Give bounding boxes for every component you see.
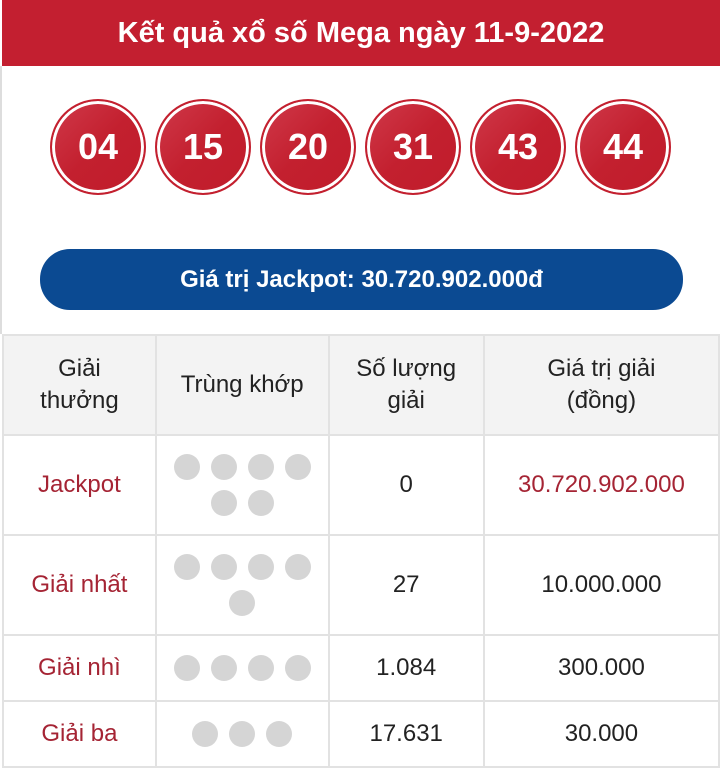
- number-ball: 31: [365, 99, 461, 195]
- table-row: Giải nhất 27 10.000.000: [2, 534, 720, 636]
- match-dot-icon: [247, 490, 274, 516]
- prize-value: 300.000: [482, 634, 720, 702]
- prize-name: Giải nhất: [2, 534, 157, 636]
- match-dot-icon: [247, 454, 274, 480]
- number-ball: 44: [575, 99, 671, 195]
- prize-name: Jackpot: [2, 434, 157, 536]
- match-dot-icon: [284, 655, 311, 681]
- winner-count: 0: [327, 434, 485, 536]
- match-dots: [154, 634, 330, 702]
- header-prize: Giải thưởng: [2, 334, 157, 436]
- winner-count: 17.631: [327, 700, 485, 768]
- match-dot-icon: [210, 554, 237, 580]
- match-dot-icon: [247, 554, 274, 580]
- prize-name: Giải ba: [2, 700, 157, 768]
- prize-table: Giải thưởng Trùng khớp Số lượng giải Giá…: [2, 334, 720, 768]
- match-dot-icon: [173, 454, 200, 480]
- match-dots: [154, 534, 330, 636]
- match-dot-icon: [266, 721, 293, 747]
- number-ball: 20: [260, 99, 356, 195]
- winner-count: 1.084: [327, 634, 485, 702]
- header-count: Số lượng giải: [327, 334, 485, 436]
- table-row: Giải nhì 1.084 300.000: [2, 634, 720, 702]
- table-row: Jackpot 0 30.720.902.000: [2, 434, 720, 536]
- jackpot-value-banner: Giá trị Jackpot: 30.720.902.000đ: [40, 249, 683, 310]
- prize-value: 30.000: [482, 700, 720, 768]
- table-row: Giải ba 17.631 30.000: [2, 700, 720, 768]
- divider: [0, 66, 2, 334]
- winning-numbers: 04 15 20 31 43 44: [50, 99, 671, 195]
- match-dot-icon: [210, 490, 237, 516]
- number-ball: 43: [470, 99, 566, 195]
- prize-value: 10.000.000: [482, 534, 720, 636]
- header-value: Giá trị giải (đồng): [482, 334, 720, 436]
- match-dots: [154, 434, 330, 536]
- match-dot-icon: [210, 454, 237, 480]
- page-title: Kết quả xổ số Mega ngày 11-9-2022: [2, 0, 720, 66]
- number-ball: 04: [50, 99, 146, 195]
- winner-count: 27: [327, 534, 485, 636]
- match-dot-icon: [284, 554, 311, 580]
- number-ball: 15: [155, 99, 251, 195]
- match-dot-icon: [247, 655, 274, 681]
- match-dot-icon: [173, 655, 200, 681]
- match-dot-icon: [192, 721, 219, 747]
- prize-value: 30.720.902.000: [482, 434, 720, 536]
- match-dot-icon: [229, 721, 256, 747]
- match-dot-icon: [173, 554, 200, 580]
- match-dot-icon: [210, 655, 237, 681]
- match-dot-icon: [229, 590, 256, 616]
- match-dot-icon: [284, 454, 311, 480]
- prize-name: Giải nhì: [2, 634, 157, 702]
- match-dots: [154, 700, 330, 768]
- header-matches: Trùng khớp: [154, 334, 330, 436]
